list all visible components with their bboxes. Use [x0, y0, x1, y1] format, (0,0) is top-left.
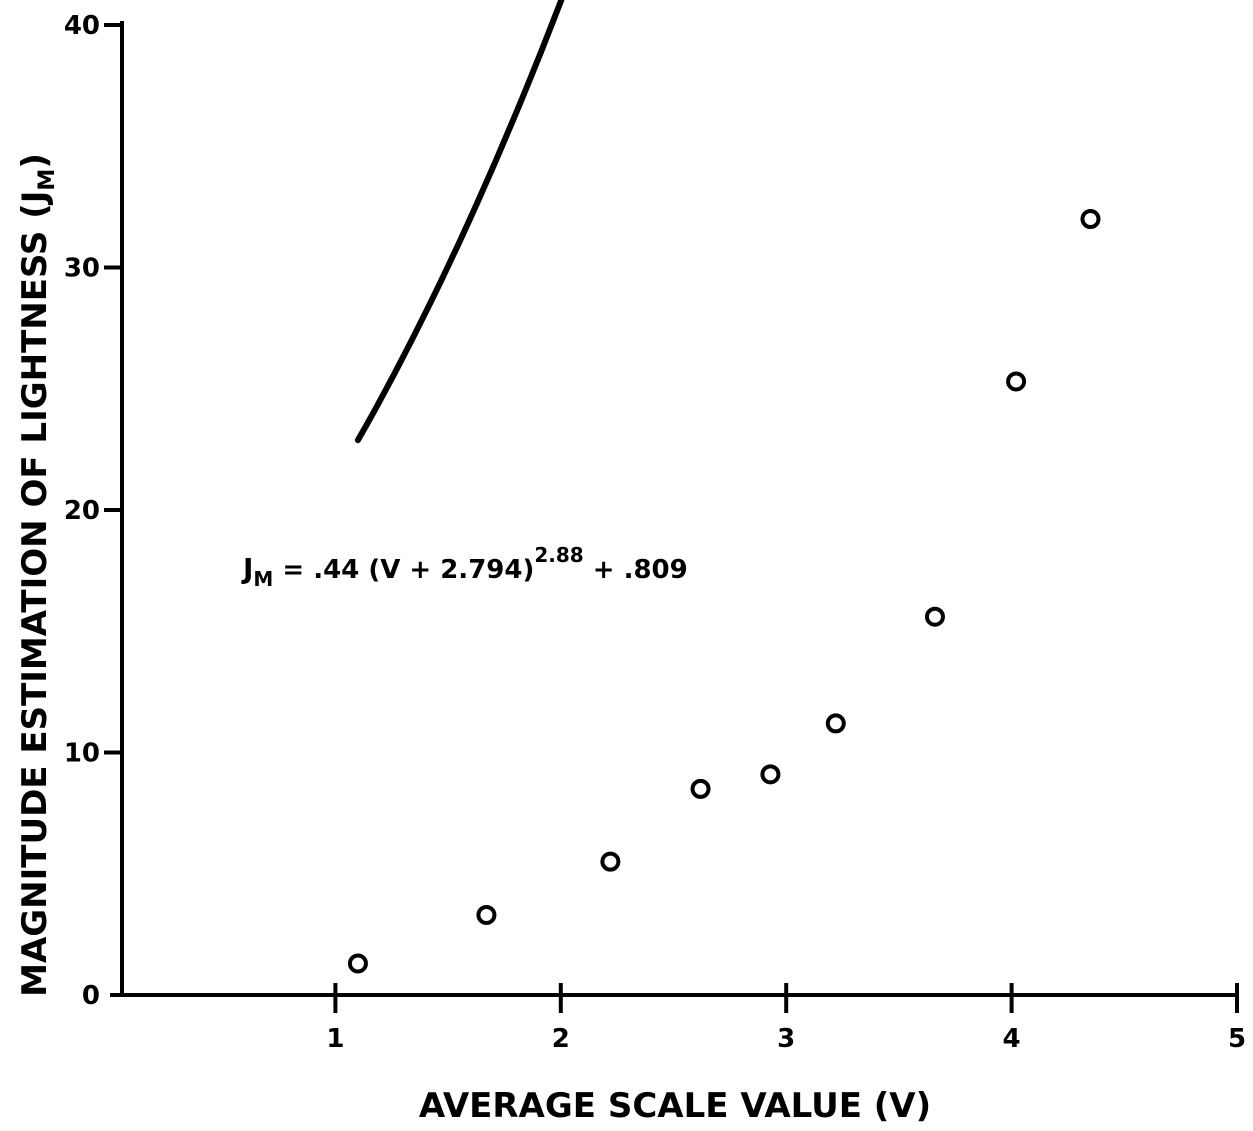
data-point — [347, 953, 368, 974]
x-tick-label: 4 — [1003, 1024, 1021, 1054]
equation-body: = .44 (V + 2.794) — [273, 555, 534, 585]
equation-tail: + .809 — [584, 555, 688, 585]
data-point — [1006, 371, 1027, 392]
axes — [110, 21, 1237, 997]
y-axis-ticks: 0 10 20 30 40 — [64, 11, 122, 1011]
y-axis-title-close: ) — [15, 153, 55, 169]
equation-lhs-subscript: M — [253, 567, 273, 591]
y-tick-label: 40 — [64, 11, 100, 41]
data-point — [924, 606, 945, 627]
data-point — [1080, 209, 1101, 229]
x-tick-label: 3 — [777, 1024, 795, 1054]
y-axis-title: MAGNITUDE ESTIMATION OF LIGHTNESS (JM) — [15, 153, 60, 997]
data-point — [825, 713, 846, 734]
x-tick-label: 5 — [1228, 1024, 1246, 1054]
y-tick-label: 20 — [64, 496, 100, 526]
data-point — [690, 778, 711, 799]
y-tick-label: 10 — [64, 739, 100, 769]
y-tick-label: 0 — [82, 981, 100, 1011]
x-tick-label: 2 — [552, 1024, 570, 1054]
x-tick-label: 1 — [326, 1024, 344, 1054]
x-axis-ticks: 1 2 3 4 5 — [326, 983, 1246, 1054]
data-point — [760, 764, 781, 785]
data-point — [476, 904, 497, 925]
x-axis-title: AVERAGE SCALE VALUE (V) — [419, 1086, 931, 1126]
y-axis-title-subscript: M — [35, 169, 60, 191]
equation-lhs: J — [241, 552, 253, 585]
fit-equation: JM = .44 (V + 2.794)2.88 + .809 — [241, 543, 688, 591]
data-point — [600, 851, 621, 872]
data-points — [347, 209, 1101, 974]
equation-exponent: 2.88 — [534, 543, 583, 567]
fit-curve — [354, 0, 565, 444]
y-axis-title-main: MAGNITUDE ESTIMATION OF LIGHTNESS (J — [15, 191, 55, 997]
y-tick-label: 30 — [64, 254, 100, 284]
